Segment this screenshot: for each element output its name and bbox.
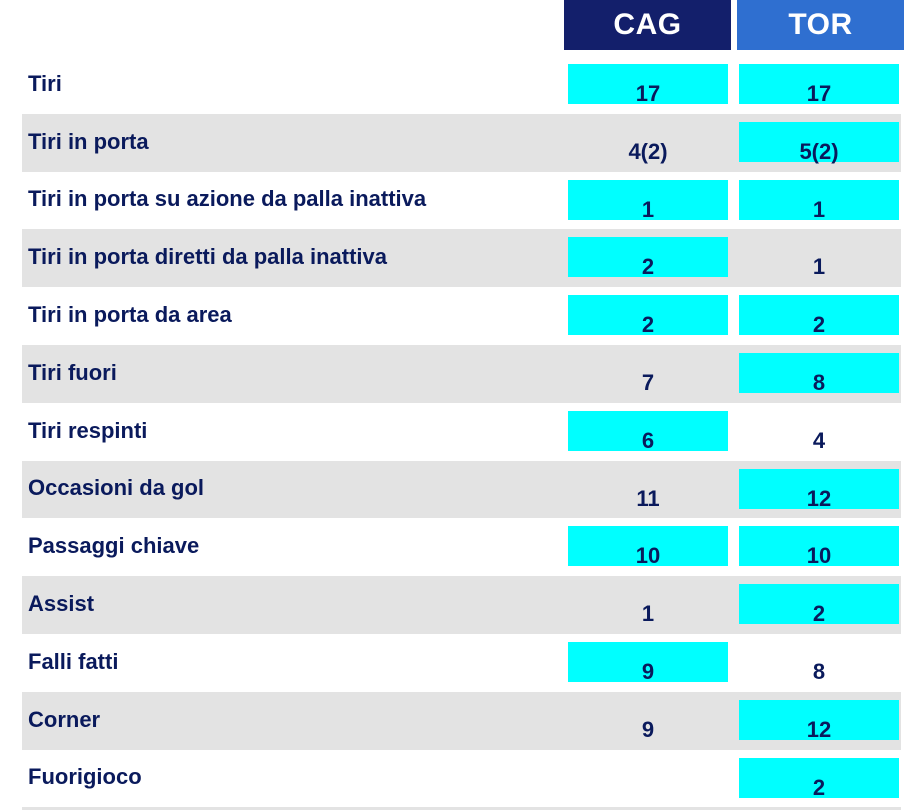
away-stat-text: 2 [812,601,826,627]
away-stat-text: 17 [806,81,832,106]
home-stat-text: 2 [641,254,655,280]
stat-row: Passaggi chiave 10 10 [22,518,901,576]
stat-label: Fuorigioco [28,764,142,790]
away-stat-text: 10 [806,543,832,569]
away-stat-text: 2 [812,312,826,338]
stat-row: Tiri in porta da area 2 2 [22,287,901,345]
away-team-header: TOR [737,0,904,50]
away-stat-value: 17 [739,64,899,106]
away-stat-value: 2 [739,757,899,800]
home-stat-value: 10 [568,526,728,569]
stat-label: Tiri [28,70,62,96]
stat-row: Tiri fuori 7 8 [22,344,901,403]
away-stat-value: 10 [739,526,899,569]
stat-row: Occasioni da gol 11 12 [22,460,901,519]
stats-table: Tiri 17 17 Tiri in porta 4(2) 5(2) Tiri in por… [22,56,901,807]
home-team-header: CAG [564,0,731,50]
home-stat-text: 11 [636,485,660,511]
home-stat-value: 4(2) [568,122,728,164]
stat-label: Tiri in porta da area [28,302,232,328]
home-stat-text: 2 [641,312,655,338]
away-stat-text: 8 [812,369,826,395]
away-stat-value: 2 [739,584,899,627]
stat-label: Passaggi chiave [28,533,200,559]
stat-label: Assist [28,591,95,617]
stat-row: Tiri 17 17 [22,56,901,114]
away-stat-value: 1 [739,237,899,280]
home-stat-value: 11 [568,469,728,511]
stat-label: Corner [28,706,101,732]
away-stat-text: 2 [812,774,826,800]
home-stat-text: 9 [641,716,655,742]
stat-row: Falli fatti 9 8 [22,634,901,692]
home-stat-value: 9 [568,641,728,684]
away-stat-value: 5(2) [739,121,899,164]
stat-label: Falli fatti [28,648,119,674]
away-stat-value: 12 [739,468,899,511]
home-stat-value [568,758,728,798]
stat-label: Occasioni da gol [28,475,205,501]
team-header-row: CAG TOR [0,0,921,50]
home-stat-text: 4(2) [628,138,668,164]
stat-row: Tiri in porta diretti da palla inattiva 2… [22,229,901,288]
home-stat-text: 1 [641,196,655,222]
stat-label: Tiri in porta [28,128,149,154]
stat-row: Assist 1 2 [22,576,901,634]
stat-row: Tiri respinti 6 4 [22,403,901,461]
away-stat-value: 4 [739,411,899,453]
away-stat-text: 5(2) [799,138,839,164]
stat-row: Tiri in porta su azione da palla inattiv… [22,172,901,230]
away-stat-value: 1 [739,179,899,222]
home-stat-text: 17 [635,81,661,106]
home-stat-text: 10 [635,543,661,569]
table-bottom-divider [22,807,901,810]
home-stat-value: 6 [568,410,728,453]
stat-label: Tiri in porta su azione da palla inattiv… [28,186,427,212]
stat-row: Corner 9 12 [22,691,901,750]
stat-label: Tiri in porta diretti da palla inattiva [28,244,387,270]
home-stat-value: 2 [568,237,728,280]
home-stat-value: 9 [568,700,728,742]
home-stat-text: 9 [641,658,655,684]
home-stat-value: 7 [568,353,728,395]
home-stat-text: 7 [641,369,655,395]
home-stat-text: 6 [641,427,655,453]
away-stat-text: 1 [812,196,826,222]
home-stat-text: 1 [641,601,655,627]
home-stat-value: 1 [568,584,728,627]
away-stat-text: 1 [812,254,826,280]
away-stat-text: 8 [812,658,826,684]
away-stat-text: 12 [806,485,832,511]
home-stat-value: 17 [568,64,728,106]
away-stat-value: 12 [739,699,899,742]
stat-label: Tiri respinti [28,417,148,443]
stat-row: Fuorigioco 2 [22,750,901,808]
away-stat-value: 2 [739,295,899,338]
away-stat-text: 12 [806,716,832,742]
away-stat-value: 8 [739,642,899,684]
stat-row: Tiri in porta 4(2) 5(2) [22,113,901,172]
stat-label: Tiri fuori [28,359,117,385]
home-stat-value: 1 [568,179,728,222]
away-stat-text: 4 [812,427,826,453]
away-stat-value: 8 [739,352,899,395]
home-stat-value: 2 [568,295,728,338]
